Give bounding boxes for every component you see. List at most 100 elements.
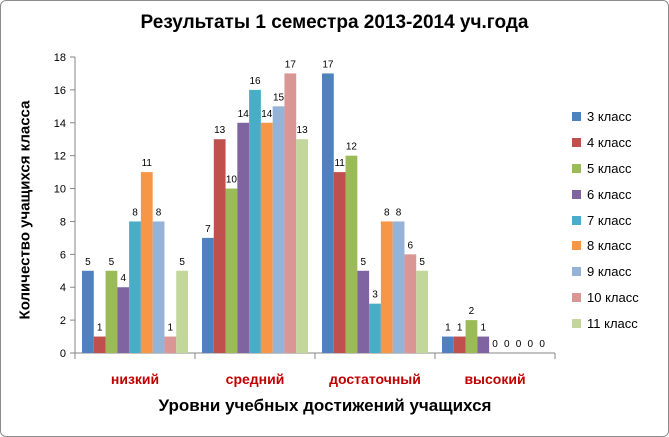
y-tick-label: 10 (54, 184, 66, 196)
bar (260, 122, 273, 354)
y-tick-label: 2 (60, 315, 66, 327)
legend-item: 7 класс (572, 207, 667, 233)
data-label: 1 (480, 323, 486, 334)
data-label: 1 (445, 323, 451, 334)
bar (272, 106, 285, 353)
x-axis-label: Уровни учебных достижений учащихся (158, 396, 492, 415)
legend-item: 3 класс (572, 104, 667, 130)
legend-swatch (572, 241, 581, 251)
y-tick-label: 16 (54, 85, 66, 97)
y-tick-label: 4 (60, 282, 66, 294)
data-label: 5 (360, 257, 366, 268)
bar (296, 139, 308, 353)
data-label: 8 (396, 207, 402, 218)
data-label: 10 (226, 175, 238, 186)
bar (225, 188, 238, 353)
bar (416, 270, 428, 353)
legend-swatch (572, 318, 581, 328)
data-label: 17 (285, 59, 297, 70)
bar (82, 270, 94, 353)
y-tick-label: 0 (60, 348, 66, 360)
data-label: 11 (334, 158, 345, 169)
bar (442, 336, 454, 353)
data-label: 5 (85, 257, 91, 268)
legend-item: 10 класс (572, 285, 667, 311)
data-label: 13 (214, 125, 226, 136)
data-label: 13 (297, 125, 309, 136)
category-label: высокий (464, 371, 525, 387)
bar (357, 270, 370, 353)
data-label: 0 (504, 339, 510, 350)
bar (93, 336, 106, 353)
data-label: 5 (179, 257, 185, 268)
data-label: 5 (109, 257, 115, 268)
bar (404, 254, 417, 353)
data-label: 4 (120, 273, 126, 284)
y-tick-label: 6 (60, 249, 66, 261)
data-label: 0 (492, 339, 498, 350)
data-label: 8 (156, 207, 162, 218)
bar (477, 336, 490, 353)
bar (152, 221, 165, 353)
legend-swatch (572, 215, 581, 225)
data-label: 12 (346, 142, 358, 153)
bar (140, 172, 153, 353)
data-label: 3 (372, 290, 378, 301)
bar (237, 122, 250, 354)
bar (465, 320, 478, 353)
legend-label: 11 класс (587, 315, 638, 331)
data-label: 8 (384, 207, 390, 218)
legend-swatch (572, 267, 581, 277)
data-label: 7 (205, 224, 211, 235)
bar (380, 221, 393, 353)
data-label: 5 (419, 257, 425, 268)
legend-label: 9 класс (587, 264, 632, 280)
data-label: 14 (261, 109, 273, 120)
legend-label: 10 класс (587, 289, 639, 305)
bar (249, 89, 261, 353)
chart-title: Результаты 1 семестра 2013-2014 уч.года (140, 12, 529, 33)
data-label: 11 (142, 158, 153, 169)
legend-item: 11 класс (572, 310, 667, 336)
data-label: 1 (457, 323, 463, 334)
legend-swatch (572, 189, 581, 199)
y-tick-label: 12 (54, 151, 66, 163)
legend-label: 6 класс (587, 186, 632, 202)
bar (322, 73, 334, 353)
data-label: 14 (238, 109, 250, 120)
data-label: 0 (528, 339, 534, 350)
legend-label: 8 класс (587, 238, 632, 254)
data-label: 17 (322, 59, 334, 70)
legend-item: 6 класс (572, 181, 667, 207)
data-label: 0 (539, 339, 545, 350)
data-label: 2 (469, 306, 475, 317)
bar (129, 221, 141, 353)
category-label: средний (226, 371, 285, 387)
bar (284, 73, 297, 353)
legend-label: 5 класс (587, 160, 632, 176)
chart-legend: 3 класс 4 класс 5 класс 6 класс 7 класс 8 кла… (572, 104, 667, 336)
data-label: 1 (97, 323, 103, 334)
data-label: 16 (249, 76, 261, 87)
y-tick-label: 18 (54, 52, 66, 64)
bar (213, 139, 226, 353)
legend-swatch (572, 112, 581, 122)
bar (453, 336, 466, 353)
legend-item: 5 класс (572, 156, 667, 182)
legend-swatch (572, 163, 581, 173)
data-label: 8 (132, 207, 138, 218)
category-label: низкий (111, 371, 159, 387)
bar (164, 336, 177, 353)
data-label: 1 (168, 323, 174, 334)
bar (333, 172, 346, 353)
legend-label: 7 класс (587, 212, 632, 228)
legend-item: 8 класс (572, 233, 667, 259)
legend-item: 4 класс (572, 130, 667, 156)
data-label: 15 (273, 92, 285, 103)
legend-label: 3 класс (587, 109, 632, 125)
y-tick-label: 8 (60, 216, 66, 228)
y-tick-label: 14 (54, 118, 66, 130)
legend-swatch (572, 138, 581, 148)
legend-swatch (572, 292, 581, 302)
